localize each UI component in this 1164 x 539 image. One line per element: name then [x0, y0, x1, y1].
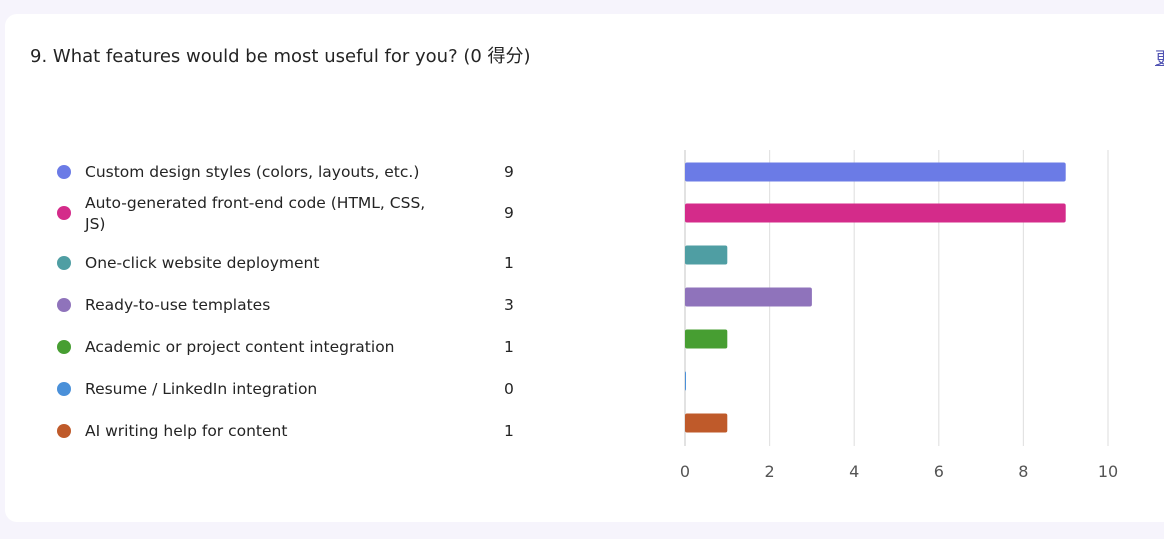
legend-label: Resume / LinkedIn integration: [85, 380, 318, 398]
more-details-link[interactable]: 更: [1155, 49, 1164, 69]
legend-dot-icon: [57, 424, 71, 438]
bar[interactable]: [685, 371, 686, 391]
legend-count: 3: [504, 296, 514, 314]
legend-label: Custom design styles (colors, layouts, e…: [85, 163, 420, 181]
legend-label: Academic or project content integration: [85, 338, 395, 356]
bar[interactable]: [685, 329, 728, 349]
bar[interactable]: [685, 413, 728, 433]
legend-count: 1: [504, 254, 514, 272]
x-tick-label: 4: [849, 462, 859, 481]
x-tick-label: 2: [765, 462, 775, 481]
legend-label: Auto-generated front-end code (HTML, CSS…: [85, 194, 426, 233]
legend-dot-icon: [57, 298, 71, 312]
legend-dot-icon: [57, 382, 71, 396]
legend-dot-icon: [57, 340, 71, 354]
legend-count: 1: [504, 422, 514, 440]
bar[interactable]: [685, 287, 812, 307]
x-tick-label: 0: [680, 462, 690, 481]
legend-dot-icon: [57, 206, 71, 220]
bar[interactable]: [685, 162, 1066, 182]
question-title: 9. What features would be most useful fo…: [30, 46, 531, 67]
legend-label: Ready-to-use templates: [85, 296, 271, 314]
question-card: [5, 14, 1164, 522]
x-tick-label: 10: [1098, 462, 1118, 481]
x-tick-label: 8: [1018, 462, 1028, 481]
legend-label: AI writing help for content: [85, 422, 288, 440]
legend-count: 9: [504, 204, 514, 222]
legend-count: 1: [504, 338, 514, 356]
legend-dot-icon: [57, 165, 71, 179]
bar[interactable]: [685, 245, 728, 265]
legend-count: 0: [504, 380, 514, 398]
legend-count: 9: [504, 163, 514, 181]
x-tick-label: 6: [934, 462, 944, 481]
bar[interactable]: [685, 203, 1066, 223]
legend-label: One-click website deployment: [85, 254, 320, 272]
legend-dot-icon: [57, 256, 71, 270]
